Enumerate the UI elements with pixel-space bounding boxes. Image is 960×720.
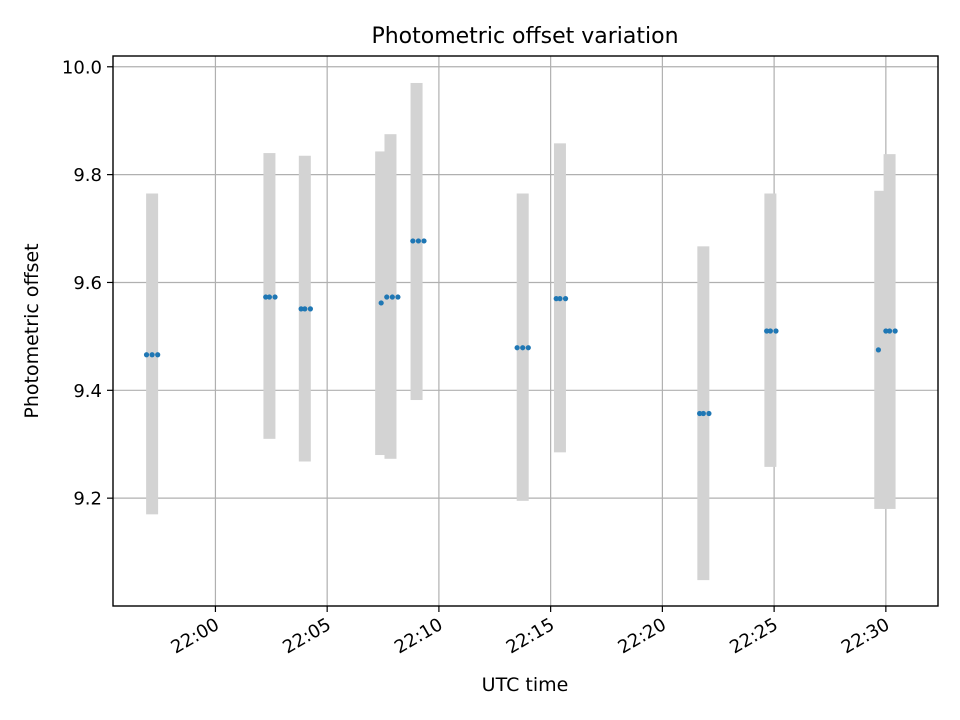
data-point	[415, 238, 422, 244]
data-point	[520, 345, 526, 351]
x-axis-label: UTC time	[482, 674, 569, 696]
data-point	[298, 306, 304, 312]
data-point	[263, 294, 269, 300]
data-point	[525, 345, 531, 351]
data-point	[272, 294, 278, 300]
data-point	[143, 352, 150, 358]
data-point	[378, 300, 384, 306]
data-point	[155, 352, 161, 358]
y-tick-label: 9.6	[73, 273, 102, 294]
data-point	[883, 328, 889, 334]
data-point	[700, 410, 706, 417]
data-point	[302, 306, 308, 312]
data-point	[384, 294, 390, 300]
y-axis-ticks: 9.2 9.4 9.6 9.8 10.0	[62, 57, 113, 510]
data-point	[557, 296, 563, 302]
data-point	[514, 345, 520, 351]
data-point	[773, 328, 779, 334]
data-point	[307, 306, 314, 312]
data-point	[395, 294, 401, 300]
y-tick-label: 9.4	[73, 381, 102, 402]
data-point	[389, 294, 395, 300]
data-point	[697, 410, 703, 417]
data-point	[149, 352, 155, 358]
y-axis-label: Photometric offset	[21, 243, 43, 418]
data-point	[764, 328, 770, 334]
y-tick-label: 10.0	[62, 57, 102, 78]
data-point	[767, 328, 773, 334]
data-point	[875, 347, 882, 353]
data-point	[886, 328, 893, 334]
data-point	[266, 294, 273, 300]
plot-frame	[112, 55, 939, 607]
y-tick-label: 9.8	[73, 165, 102, 186]
data-point	[562, 296, 569, 302]
data-point	[553, 296, 559, 302]
data-point	[421, 238, 427, 244]
data-point	[410, 238, 416, 244]
data-points	[143, 238, 898, 417]
data-point	[706, 410, 712, 417]
data-point	[892, 328, 898, 334]
chart-title: Photometric offset variation	[371, 24, 678, 49]
y-tick-label: 9.2	[73, 489, 102, 510]
